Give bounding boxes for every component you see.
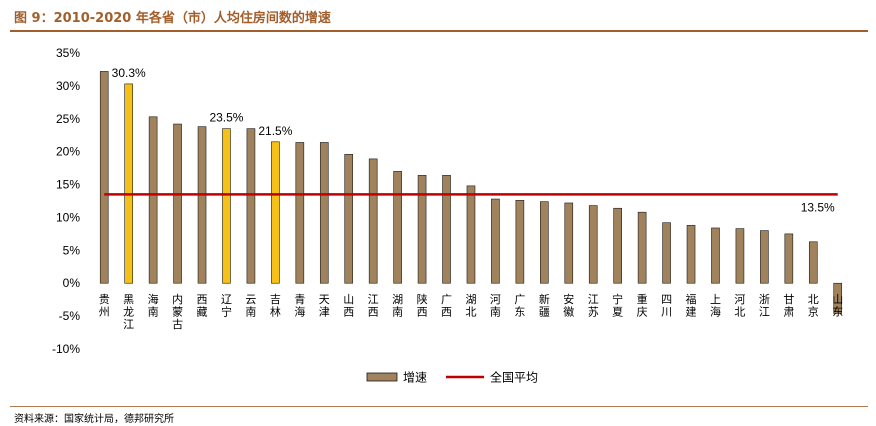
bar-17 [491,198,500,284]
bar-20 [564,202,574,284]
bar-chart: 35% 30% 25% 20% 15% 10% 5% 0% -5% -10% 贵州 黑龙江 海南 内蒙古… [52,46,843,385]
category-label: 青海 [294,293,305,319]
bar-28 [760,230,769,284]
bar-25 [686,225,696,284]
y-tick-label: 0% [63,276,81,290]
bar-30 [808,241,818,284]
data-label: 30.3% [112,66,146,80]
bar-31 [833,282,843,314]
y-tick-label: -5% [59,309,81,323]
category-label: 新疆 [539,292,550,319]
bar-15 [442,175,451,284]
category-label: 山西 [343,293,354,319]
category-label: 福建 [686,292,697,319]
y-tick-label: 25% [56,112,80,126]
bar-26 [711,227,720,284]
bar-1 [99,71,109,284]
y-tick-label: 30% [56,79,80,93]
category-label: 海南 [148,292,159,319]
legend-swatch-bar [366,372,398,382]
category-label: 河北 [734,293,745,319]
figure-title: 图 9：2010-2020 年各省（市）人均住房间数的增速 [14,11,331,26]
bar-9 [295,142,305,284]
category-label: 河南 [490,293,501,319]
data-label: 21.5% [258,124,292,138]
bar-27 [735,228,745,284]
data-labels: 30.3% 23.5% 21.5% 13.5% [112,66,835,215]
bar-18 [515,200,525,284]
category-label: 广东 [514,293,525,319]
bar-5 [197,126,207,284]
bar-16 [466,185,476,284]
category-label: 浙江 [759,293,770,319]
source-note: 资料来源：国家统计局，德邦研究所 [14,414,174,425]
category-label: 天津 [319,293,330,319]
bar-23 [637,211,647,284]
y-tick-label: 35% [56,46,80,60]
y-axis: 35% 30% 25% 20% 15% 10% 5% 0% -5% -10% [52,46,80,356]
category-labels: 贵州 黑龙江 海南 内蒙古 西藏辽宁云南吉林青海天津山西江西湖南陕西广西湖北河南广东新疆… [99,292,843,331]
y-tick-label: 5% [63,243,81,257]
category-label: 江西 [368,293,379,319]
category-label: 陕西 [417,292,428,319]
y-tick-label: 20% [56,145,80,159]
category-label: 安徽 [563,292,574,319]
bar-6 [222,128,231,284]
category-label: 云南 [245,293,256,319]
bar-2 [124,83,133,284]
bar-29 [784,233,794,284]
source-separator [10,406,868,407]
data-label: 23.5% [209,111,243,125]
title-underline [10,30,868,32]
category-label: 吉林 [270,293,281,319]
bar-8 [271,141,280,284]
legend-label-bar: 增速 [403,371,427,385]
category-label: 北京 [808,293,819,319]
category-label: 山东 [832,293,843,319]
bar-3 [148,116,158,284]
bar-21 [588,205,598,284]
bar-22 [613,207,622,284]
bar-12 [368,158,378,284]
bar-11 [344,153,354,284]
category-label: 内蒙古 [172,292,183,331]
bar-24 [662,222,671,284]
y-tick-label: -10% [52,342,80,356]
category-label: 湖北 [465,293,476,319]
category-label: 辽宁 [221,293,232,319]
bar-19 [540,201,549,284]
bar-4 [173,123,182,284]
category-label: 广西 [441,293,452,319]
y-tick-label: 15% [56,178,80,192]
data-label: 13.5% [801,200,835,214]
category-label: 西藏 [197,293,208,319]
bar-13 [393,171,402,284]
category-label: 甘肃 [783,293,794,319]
bar-7 [246,128,256,284]
legend-label-average: 全国平均 [490,370,538,385]
category-label: 上海 [710,293,721,319]
category-label: 江苏 [588,293,599,319]
category-label: 宁夏 [612,292,623,319]
category-label: 湖南 [392,293,403,319]
legend: 增速 全国平均 [366,370,538,385]
y-tick-label: 10% [56,210,80,224]
category-label: 重庆 [637,292,648,319]
bar-10 [319,142,329,284]
bars-group [99,71,843,314]
category-label: 黑龙江 [123,293,134,331]
category-label: 四川 [661,293,672,319]
category-label: 贵州 [99,293,110,319]
bar-14 [417,175,427,284]
